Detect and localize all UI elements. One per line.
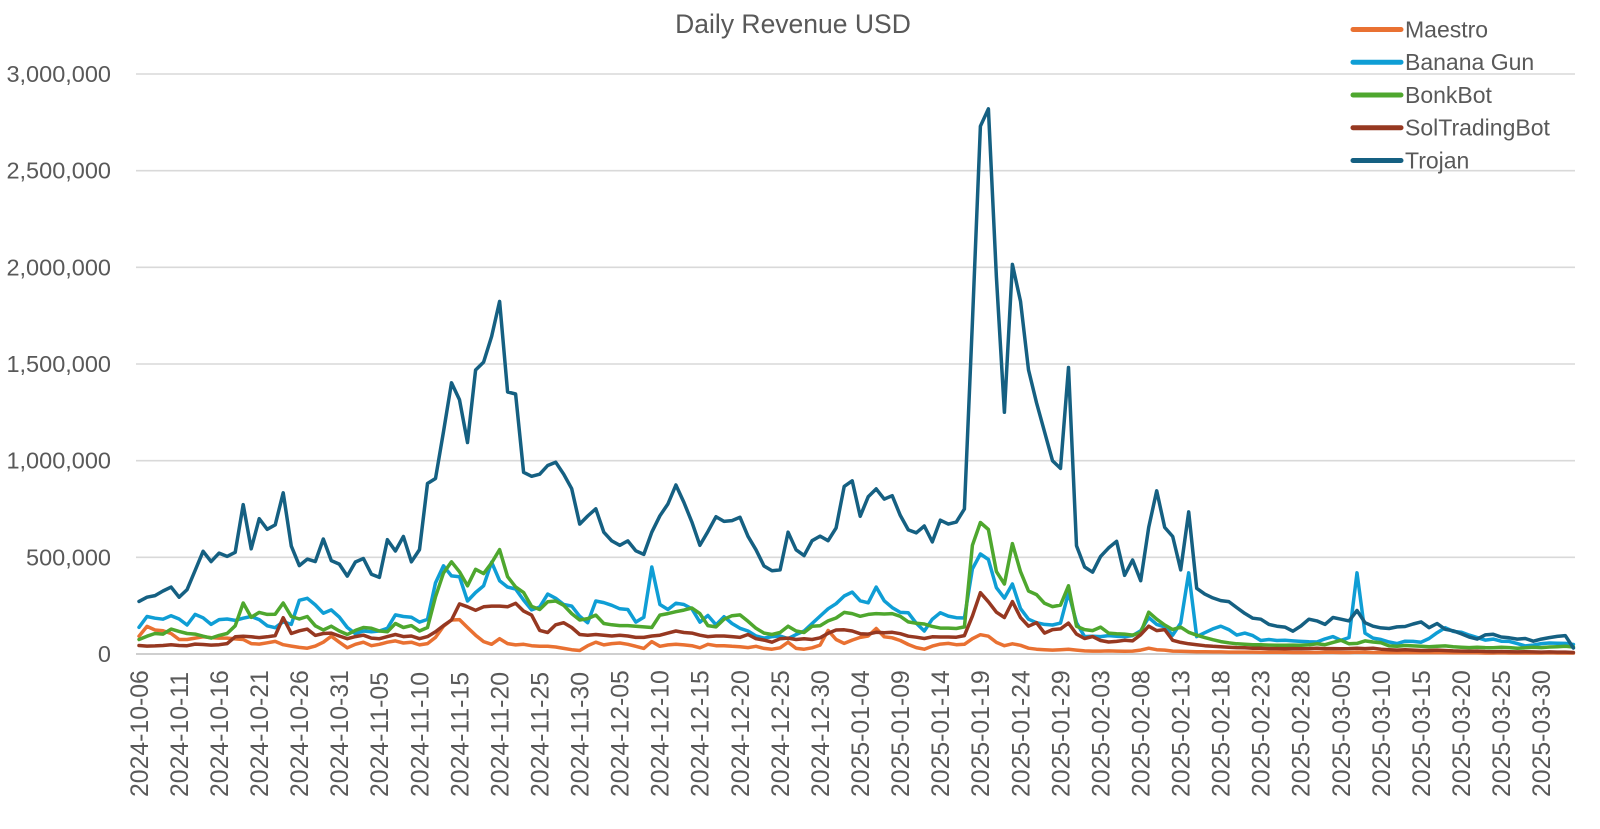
svg-text:2024-11-05: 2024-11-05 <box>367 672 394 797</box>
svg-text:2024-11-30: 2024-11-30 <box>568 672 595 797</box>
svg-text:Trojan: Trojan <box>1405 148 1469 174</box>
svg-text:1,000,000: 1,000,000 <box>6 448 111 474</box>
svg-text:2025-01-14: 2025-01-14 <box>928 670 955 797</box>
svg-text:2024-11-10: 2024-11-10 <box>407 672 434 797</box>
svg-text:2024-12-10: 2024-12-10 <box>648 670 675 797</box>
svg-text:Maestro: Maestro <box>1405 17 1488 43</box>
svg-text:SolTradingBot: SolTradingBot <box>1405 115 1551 141</box>
svg-text:2024-12-20: 2024-12-20 <box>728 670 755 797</box>
svg-text:2,500,000: 2,500,000 <box>6 158 111 184</box>
svg-text:2025-03-10: 2025-03-10 <box>1369 670 1396 797</box>
svg-text:0: 0 <box>98 641 111 667</box>
svg-text:2024-12-15: 2024-12-15 <box>688 670 715 797</box>
svg-text:2025-03-15: 2025-03-15 <box>1409 670 1436 797</box>
svg-text:2025-02-03: 2025-02-03 <box>1088 670 1115 797</box>
svg-text:2025-03-20: 2025-03-20 <box>1449 670 1476 797</box>
svg-text:500,000: 500,000 <box>26 544 111 570</box>
svg-text:2025-01-09: 2025-01-09 <box>888 670 915 797</box>
svg-text:2025-03-25: 2025-03-25 <box>1489 670 1516 797</box>
svg-text:2025-02-23: 2025-02-23 <box>1249 670 1276 797</box>
svg-text:2024-10-31: 2024-10-31 <box>327 670 354 797</box>
svg-text:2025-02-18: 2025-02-18 <box>1209 670 1236 797</box>
svg-text:2025-02-08: 2025-02-08 <box>1129 670 1156 797</box>
svg-text:2024-10-26: 2024-10-26 <box>287 670 314 797</box>
svg-text:2024-11-15: 2024-11-15 <box>447 672 474 797</box>
svg-text:2025-01-04: 2025-01-04 <box>848 670 875 797</box>
svg-text:1,500,000: 1,500,000 <box>6 351 111 377</box>
svg-text:Banana Gun: Banana Gun <box>1405 49 1534 75</box>
svg-text:2,000,000: 2,000,000 <box>6 254 111 280</box>
svg-text:2024-10-21: 2024-10-21 <box>247 670 274 797</box>
svg-text:Daily Revenue USD: Daily Revenue USD <box>675 9 911 39</box>
svg-text:2025-01-24: 2025-01-24 <box>1008 670 1035 797</box>
svg-text:3,000,000: 3,000,000 <box>6 61 111 87</box>
svg-text:2025-03-05: 2025-03-05 <box>1329 670 1356 797</box>
svg-text:2024-10-06: 2024-10-06 <box>127 670 154 797</box>
svg-text:2025-02-13: 2025-02-13 <box>1169 670 1196 797</box>
svg-text:2024-12-25: 2024-12-25 <box>768 670 795 797</box>
svg-text:2025-03-30: 2025-03-30 <box>1529 670 1556 797</box>
svg-text:2024-12-30: 2024-12-30 <box>808 670 835 797</box>
svg-text:2025-02-28: 2025-02-28 <box>1289 670 1316 797</box>
svg-text:2024-12-05: 2024-12-05 <box>608 670 635 797</box>
svg-text:2024-10-16: 2024-10-16 <box>207 670 234 797</box>
svg-text:2024-10-11: 2024-10-11 <box>167 672 194 797</box>
svg-text:2024-11-20: 2024-11-20 <box>487 672 514 797</box>
svg-text:2025-01-29: 2025-01-29 <box>1048 670 1075 797</box>
svg-text:2024-11-25: 2024-11-25 <box>528 672 555 797</box>
svg-text:BonkBot: BonkBot <box>1405 82 1493 108</box>
svg-text:2025-01-19: 2025-01-19 <box>968 670 995 797</box>
